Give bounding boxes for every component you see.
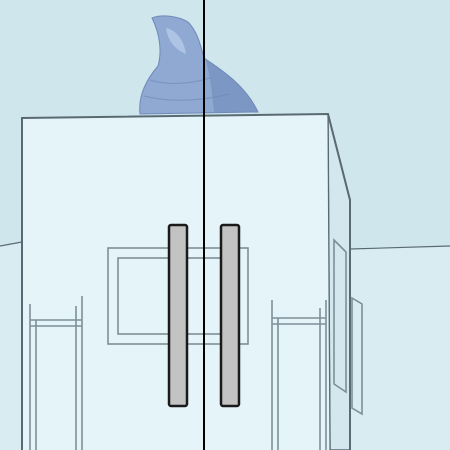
lower-wall-right [350,246,450,450]
vase-icon [139,15,259,115]
cabinet-handle-icon[interactable] [219,223,241,408]
wall-line-right [349,245,450,250]
shelf-frame-left [29,296,83,450]
cabinet-handle-icon[interactable] [167,223,189,408]
lower-wall-left [0,242,22,450]
cabinet-edge [327,113,331,450]
wall-line-left [0,241,23,247]
side-panel-detail [333,238,363,416]
shelf-frame-right [271,300,327,450]
